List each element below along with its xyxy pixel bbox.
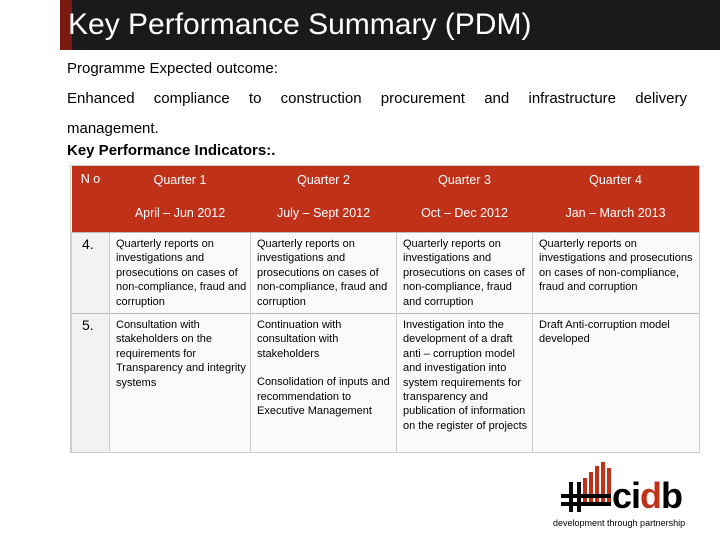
table-cell: Draft Anti-corruption model developed: [532, 313, 699, 452]
table-period-row: April – Jun 2012 July – Sept 2012 Oct – …: [72, 194, 699, 233]
logo-tagline: development through partnership: [553, 518, 686, 528]
outcome-text-line2: management.: [67, 120, 159, 137]
outcome-word: procurement: [380, 90, 465, 107]
table-cell: Quarterly reports on investigations and …: [396, 232, 533, 314]
quarter-header: Quarter 2: [250, 166, 397, 194]
cell-text: Continuation with consultation with stak…: [257, 319, 342, 360]
quarter-header: Quarter 1: [109, 166, 251, 194]
left-margin: [0, 0, 60, 540]
no-column-header: N o: [71, 166, 110, 233]
kpi-table: N o Quarter 1 Quarter 2 Quarter 3 Quarte…: [71, 166, 699, 452]
outcome-word: infrastructure: [528, 90, 617, 107]
cell-text: Consolidation of inputs and recommendati…: [257, 376, 390, 418]
outcome-word: and: [484, 90, 510, 107]
period-header: July – Sept 2012: [250, 194, 397, 233]
period-header: April – Jun 2012: [109, 194, 251, 233]
quarter-header: Quarter 4: [532, 166, 699, 194]
outcome-text: Enhanced compliance to construction proc…: [67, 90, 687, 107]
table-cell: Consultation with stakeholders on the re…: [109, 313, 251, 452]
table-row: 4. Quarterly reports on investigations a…: [71, 232, 699, 314]
outcome-word: Enhanced: [67, 90, 135, 107]
outcome-word: construction: [280, 90, 362, 107]
period-header: Jan – March 2013: [532, 194, 699, 233]
outcome-label: Programme Expected outcome:: [67, 60, 278, 77]
table-cell: Quarterly reports on investigations and …: [250, 232, 397, 314]
table-cell: Investigation into the development of a …: [396, 313, 533, 452]
table-cell: Continuation with consultation with stak…: [250, 313, 397, 452]
outcome-word: to: [248, 90, 262, 107]
table-cell: Quarterly reports on investigations and …: [109, 232, 251, 314]
title-bar: [60, 0, 720, 50]
kpi-label: Key Performance Indicators:.: [67, 142, 276, 159]
period-header: Oct – Dec 2012: [396, 194, 533, 233]
cidb-logo-text: cidb: [612, 475, 683, 516]
quarter-header: Quarter 3: [396, 166, 533, 194]
cidb-logo-graphic: [561, 462, 611, 512]
row-number: 5.: [71, 313, 110, 452]
row-number: 4.: [71, 232, 110, 314]
table-row: 5. Consultation with stakeholders on the…: [71, 313, 699, 452]
outcome-word: delivery: [635, 90, 687, 107]
slide-title: Key Performance Summary (PDM): [68, 8, 532, 41]
table-cell: Quarterly reports on investigations and …: [532, 232, 699, 314]
table-header-row: N o Quarter 1 Quarter 2 Quarter 3 Quarte…: [71, 166, 699, 233]
outcome-word: compliance: [153, 90, 230, 107]
